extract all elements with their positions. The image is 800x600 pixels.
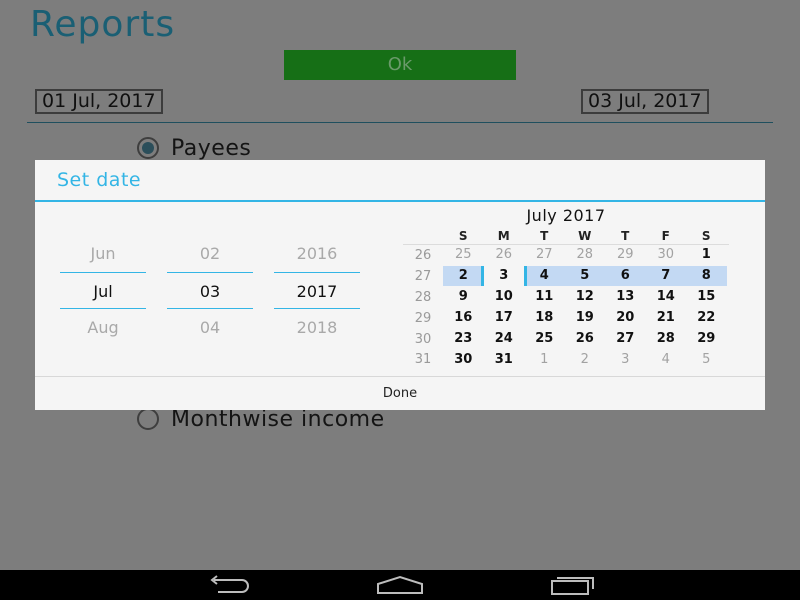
month-spinner[interactable]: Jun Jul Aug xyxy=(60,235,146,346)
calendar-day[interactable]: 11 xyxy=(535,289,554,305)
calendar-day[interactable]: 22 xyxy=(697,310,716,326)
page-title: Reports xyxy=(30,4,176,45)
calendar-day[interactable]: 6 xyxy=(605,266,646,287)
calendar-week-row: 28 9 10 11 12 13 14 15 xyxy=(403,287,729,308)
home-icon[interactable] xyxy=(370,573,430,597)
done-button[interactable]: Done xyxy=(382,386,418,401)
year-prev[interactable]: 2016 xyxy=(296,244,338,263)
weekday-label: M xyxy=(497,228,510,243)
calendar-day[interactable]: 1 xyxy=(540,351,549,367)
calendar-day[interactable]: 23 xyxy=(454,331,473,346)
day-spinner[interactable]: 02 03 04 xyxy=(167,235,253,346)
calendar-day[interactable]: 9 xyxy=(458,289,468,305)
calendar-day[interactable]: 14 xyxy=(656,289,675,305)
from-date-field[interactable]: 01 Jul, 2017 xyxy=(35,89,163,114)
calendar-day[interactable]: 27 xyxy=(616,331,635,346)
week-number: 29 xyxy=(414,310,432,326)
calendar-day[interactable]: 25 xyxy=(454,247,472,263)
system-nav-bar xyxy=(0,570,800,600)
divider xyxy=(27,122,773,123)
calendar-day[interactable]: 28 xyxy=(576,247,594,263)
year-spinner[interactable]: 2016 2017 2018 xyxy=(274,235,360,346)
week-number: 28 xyxy=(414,289,432,305)
calendar-day[interactable]: 30 xyxy=(454,351,473,367)
calendar-day[interactable]: 25 xyxy=(535,331,554,346)
year-next[interactable]: 2018 xyxy=(296,318,338,337)
calendar-week-row: 31 30 31 1 2 3 4 5 xyxy=(403,349,729,370)
week-number: 27 xyxy=(414,268,432,284)
radio-monthwise-income-label: Monthwise income xyxy=(171,406,385,432)
calendar-day[interactable]: 2 xyxy=(443,266,484,287)
recents-icon[interactable] xyxy=(542,573,602,597)
calendar-day[interactable]: 29 xyxy=(616,247,634,263)
calendar-day[interactable]: 7 xyxy=(645,266,686,287)
calendar-day[interactable]: 10 xyxy=(494,289,513,305)
calendar-day[interactable]: 3 xyxy=(621,351,630,367)
reports-screen: Reports Ok 01 Jul, 2017 03 Jul, 2017 Pay… xyxy=(27,4,773,432)
calendar-day[interactable]: 5 xyxy=(564,266,605,287)
calendar-day[interactable]: 13 xyxy=(616,289,635,305)
calendar-week-row-selected: 27 2 3 4 5 6 7 8 xyxy=(403,266,729,287)
calendar-day[interactable]: 20 xyxy=(616,310,635,326)
calendar-day[interactable]: 28 xyxy=(656,331,675,346)
ok-button[interactable]: Ok xyxy=(284,50,516,80)
calendar-day[interactable]: 4 xyxy=(524,266,565,287)
week-number: 31 xyxy=(414,352,432,368)
calendar-day[interactable]: 12 xyxy=(575,289,594,305)
radio-payees-label: Payees xyxy=(171,135,252,161)
calendar-day[interactable]: 15 xyxy=(697,289,716,305)
day-next[interactable]: 04 xyxy=(199,318,221,337)
calendar-day[interactable]: 29 xyxy=(697,331,716,346)
calendar-weekday-header: S M T W T F S xyxy=(403,227,729,245)
calendar-day[interactable]: 30 xyxy=(657,247,675,263)
calendar-day[interactable]: 26 xyxy=(495,247,513,263)
calendar-week-row: 26 25 26 27 28 29 30 1 xyxy=(403,245,729,266)
calendar-day[interactable]: 16 xyxy=(454,310,473,326)
calendar-week-row: 29 16 17 18 19 20 21 22 xyxy=(403,308,729,329)
calendar-day-selected[interactable]: 3 xyxy=(499,268,509,284)
dialog-title: Set date xyxy=(57,169,142,191)
calendar-day[interactable]: 26 xyxy=(575,331,594,346)
calendar-day[interactable]: 5 xyxy=(702,351,711,367)
set-date-dialog: Set date Jun Jul Aug 02 03 04 2016 2017 … xyxy=(35,160,765,410)
week-number: 26 xyxy=(414,247,432,263)
weekday-label: S xyxy=(701,228,711,243)
calendar-week-row: 30 23 24 25 26 27 28 29 xyxy=(403,329,729,350)
day-prev[interactable]: 02 xyxy=(199,244,221,263)
calendar-month-label: July 2017 xyxy=(526,206,606,225)
year-current[interactable]: 2017 xyxy=(274,272,360,309)
weekday-label: T xyxy=(621,228,630,243)
calendar-day[interactable]: 27 xyxy=(535,247,553,263)
calendar-day[interactable]: 2 xyxy=(580,351,589,367)
calendar-day[interactable]: 21 xyxy=(656,310,675,326)
radio-selected-icon[interactable] xyxy=(137,137,159,159)
calendar-day[interactable]: 8 xyxy=(686,266,727,287)
radio-unselected-icon[interactable] xyxy=(137,408,159,430)
calendar-day[interactable]: 24 xyxy=(494,331,513,346)
week-number: 30 xyxy=(414,331,432,347)
calendar-day[interactable]: 19 xyxy=(575,310,594,326)
calendar: July 2017 S M T W T F S 26 25 26 27 28 2… xyxy=(403,205,729,370)
day-current[interactable]: 03 xyxy=(167,272,253,309)
calendar-day[interactable]: 18 xyxy=(535,310,554,326)
month-prev[interactable]: Jun xyxy=(90,244,116,263)
weekday-label: F xyxy=(661,228,670,243)
back-icon[interactable] xyxy=(198,573,258,597)
month-next[interactable]: Aug xyxy=(87,318,119,337)
weekday-label: T xyxy=(540,228,549,243)
calendar-day[interactable]: 17 xyxy=(494,310,513,326)
to-date-field[interactable]: 03 Jul, 2017 xyxy=(581,89,709,114)
dialog-footer-divider xyxy=(35,376,765,377)
calendar-day[interactable]: 4 xyxy=(661,351,670,367)
calendar-day[interactable]: 31 xyxy=(494,351,513,367)
radio-payees[interactable]: Payees xyxy=(137,135,251,161)
weekday-label: S xyxy=(458,228,468,243)
weekday-label: W xyxy=(578,228,592,243)
month-current[interactable]: Jul xyxy=(60,272,146,309)
calendar-day[interactable]: 1 xyxy=(701,247,711,263)
dialog-title-divider xyxy=(35,200,765,202)
